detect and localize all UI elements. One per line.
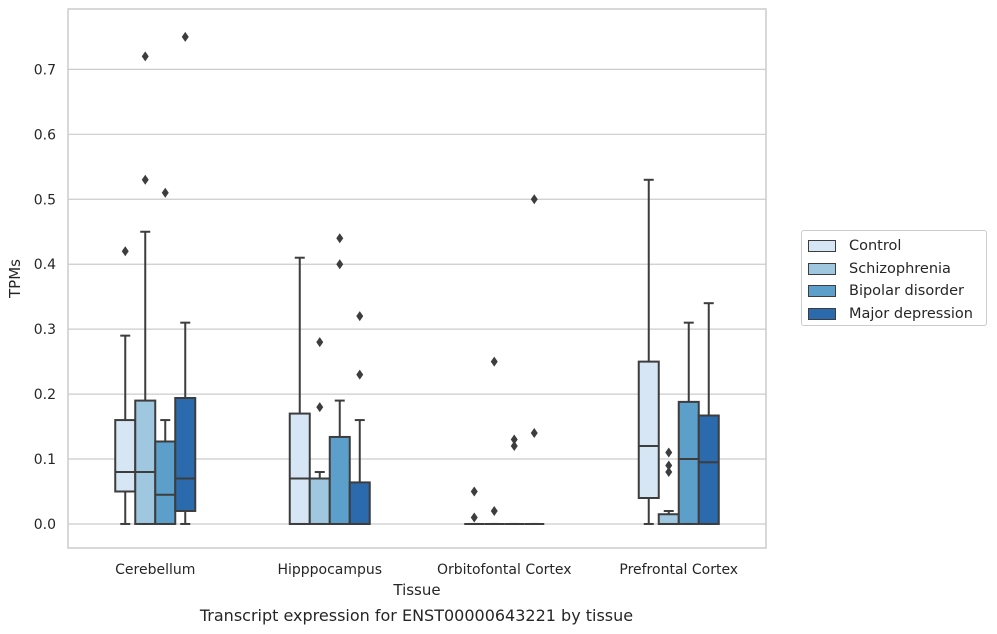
outlier-point [161,187,169,198]
legend-label-major-depression: Major depression [849,305,973,322]
boxes [114,31,720,525]
outlier-point [490,356,498,367]
box-schizophrenia [657,447,680,525]
legend: Control Schizophrenia Bipolar disorder M… [801,230,987,326]
box-bipolar-disorder [154,187,177,525]
outlier-point [316,337,324,348]
box-major-depression [348,311,371,525]
outlier-point [470,486,478,497]
legend-item-bipolar-disorder: Bipolar disorder [808,280,986,303]
box-iqr [288,412,311,525]
box-bipolar-disorder [328,233,351,525]
box-iqr [697,414,720,525]
x-tick-label: Orbitofontal Cortex [437,562,572,578]
legend-swatch-major-depression [808,307,836,320]
outlier-point [510,434,518,445]
box-bipolar-disorder [504,434,525,525]
legend-label-bipolar-disorder: Bipolar disorder [849,283,964,300]
box-control [464,486,485,525]
outlier-point [665,467,673,478]
box-control [114,246,137,525]
y-tick-label: 0.1 [34,452,56,468]
x-tick-label: Cerebellum [115,562,195,578]
box-iqr [154,440,177,525]
box-major-depression [697,302,720,525]
outlier-point [665,447,673,458]
box-iqr [174,396,197,512]
legend-label-control: Control [849,238,902,255]
y-tick-label: 0.2 [34,387,56,403]
box-schizophrenia [484,356,505,525]
box-iqr [328,435,351,525]
figure-caption: Transcript expression for ENST0000064322… [199,606,634,625]
box-schizophrenia [134,51,157,525]
legend-swatch-schizophrenia [808,262,836,275]
outlier-point [665,460,673,471]
y-tick-label: 0.0 [34,517,56,533]
box-iqr [637,360,660,499]
box-iqr [348,481,371,525]
box-major-depression [524,194,545,525]
legend-label-schizophrenia: Schizophrenia [849,260,951,277]
box-iqr [657,513,680,525]
legend-item-schizophrenia: Schizophrenia [808,258,986,281]
legend-swatch-bipolar-disorder [808,285,836,298]
outlier-point [530,194,538,205]
outlier-point [121,246,129,257]
legend-item-control: Control [808,235,986,258]
box-schizophrenia [308,337,331,525]
box-iqr [677,400,700,525]
outlier-point [490,505,498,516]
outlier-point [181,31,189,42]
outlier-point [141,51,149,62]
outlier-point [530,428,538,439]
outlier-point [510,441,518,452]
outlier-point [316,402,324,413]
y-axis-title: TPMs [6,259,24,299]
x-axis-title: Tissue [392,581,440,599]
outlier-point [470,512,478,523]
x-tick-label: Prefrontal Cortex [619,562,738,578]
outlier-point [141,174,149,185]
outlier-point [356,311,364,322]
box-iqr [114,419,137,493]
y-tick-label: 0.5 [34,192,56,208]
plot-frame [67,8,767,549]
box-control [637,178,660,525]
box-iqr [308,477,331,525]
outlier-point [336,259,344,270]
y-tick-label: 0.3 [34,322,56,338]
y-tick-labels: 0.0 0.1 0.2 0.3 0.4 0.5 0.6 0.7 [34,62,56,533]
box-control [288,256,311,525]
y-tick-label: 0.7 [34,62,56,78]
x-tick-label: Hipppocampus [277,562,382,578]
outlier-point [336,233,344,244]
legend-swatch-control [808,240,836,253]
y-tick-label: 0.6 [34,127,56,143]
box-iqr [134,399,157,525]
box-major-depression [174,31,197,525]
y-tick-label: 0.4 [34,257,56,273]
outlier-point [356,369,364,380]
box-bipolar-disorder [677,321,700,525]
legend-item-major-depression: Major depression [808,303,986,326]
x-tick-labels: Cerebellum Hipppocampus Orbitofontal Corte… [115,562,738,578]
